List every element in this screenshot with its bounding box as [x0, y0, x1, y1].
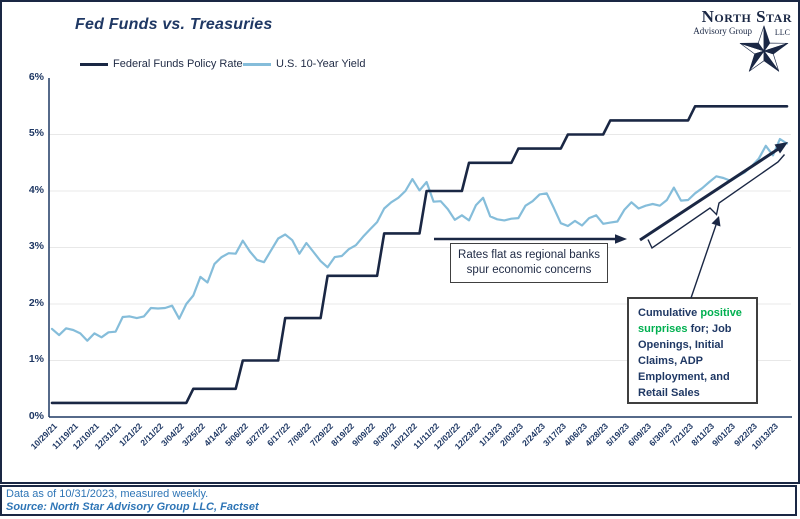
annotation-text: Rates flat as regional banks: [458, 249, 600, 261]
fed-funds-swatch: [80, 62, 108, 66]
legend-item-ten-year: U.S. 10-Year Yield: [243, 57, 365, 71]
footer-data-note: Data as of 10/31/2023, measured weekly.: [6, 488, 209, 500]
north-star-logo: North Star Advisory Group LLC: [657, 5, 792, 73]
footer-source: Source: North Star Advisory Group LLC, F…: [6, 501, 259, 513]
y-axis-label: 1%: [28, 353, 44, 365]
chart-title: Fed Funds vs. Treasuries: [75, 16, 273, 33]
x-axis-labels: 10/29/21 11/19/21 12/10/21 12/31/21 1/21/22 2…: [0, 421, 800, 481]
y-axis-label: 2%: [28, 297, 44, 309]
annotation-rates-flat-box: Rates flat as regional banks spur econom…: [450, 243, 608, 283]
y-axis-label: 6%: [28, 71, 44, 83]
legend-label: Federal Funds Policy Rate: [113, 58, 243, 70]
north-star-icon: [739, 25, 789, 72]
y-axis-label: 3%: [28, 240, 44, 252]
annotation-text: for; Job Openings, Initial Claims, ADP E…: [638, 323, 732, 399]
annotation-highlight-text: positive surprises: [638, 307, 742, 335]
annotation-text: spur economic concerns: [466, 264, 592, 276]
y-axis-label: 5%: [28, 127, 44, 139]
annotation-text: Cumulative: [638, 307, 701, 319]
y-axis-label: 0%: [28, 410, 44, 422]
logo-subtitle: Advisory Group: [693, 26, 752, 36]
ten-year-swatch: [243, 62, 271, 66]
annotation-surprises-box: Cumulative positive surprises for; Job O…: [627, 297, 758, 404]
legend-item-fed-funds: Federal Funds Policy Rate: [80, 57, 243, 71]
legend-label: U.S. 10-Year Yield: [276, 58, 366, 70]
logo-llc: LLC: [774, 28, 790, 37]
y-axis-label: 4%: [28, 184, 44, 196]
footer-panel: Data as of 10/31/2023, measured weekly. …: [0, 485, 797, 516]
logo-name: North Star: [701, 7, 792, 26]
